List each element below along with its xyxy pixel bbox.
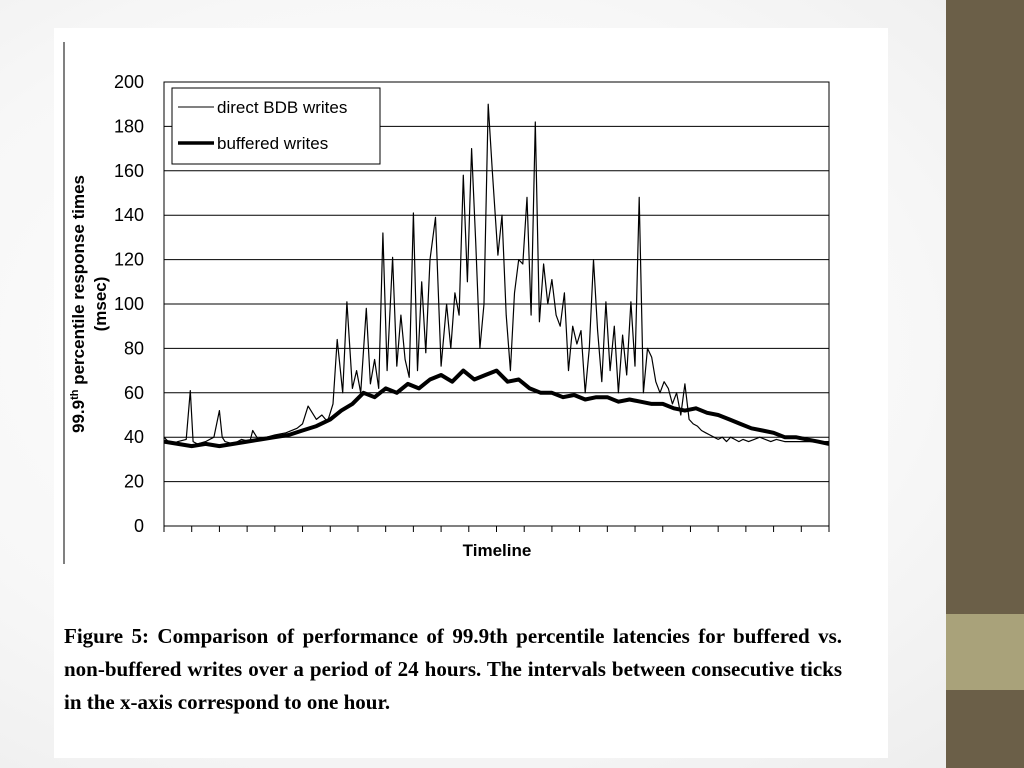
series-line-direct-bdb-writes (163, 103, 829, 445)
legend-box (171, 87, 381, 165)
figure-caption: Figure 5: Comparison of performance of 9… (64, 624, 842, 714)
y-tick-label-60: 60 (124, 383, 144, 403)
y-tick-label-200: 200 (114, 72, 144, 92)
series-lines (163, 103, 830, 449)
legend: direct BDB writes buffered writes (171, 87, 381, 165)
y-axis-title-unit: (msec) (91, 277, 110, 332)
x-axis-title: Timeline (463, 541, 532, 560)
y-tick-label-0: 0 (134, 516, 144, 536)
y-tick-label-100: 100 (114, 294, 144, 314)
y-tick-label-140: 140 (114, 205, 144, 225)
y-tick-label-180: 180 (114, 116, 144, 136)
gridlines (164, 125, 829, 483)
y-tick-label-40: 40 (124, 427, 144, 447)
y-tick-label-120: 120 (114, 250, 144, 270)
legend-label-buffered: buffered writes (217, 134, 328, 153)
y-tick-label-160: 160 (114, 161, 144, 181)
y-tick-label-80: 80 (124, 338, 144, 358)
x-axis-ticks (163, 526, 830, 532)
series-line-buffered-writes (163, 368, 830, 449)
y-axis-title: 99.9th percentile response times (69, 175, 88, 433)
slide-sidebar-accent (946, 614, 1024, 690)
latency-line-chart: 0 20 40 60 80 100 120 140 160 180 200 Timeline 99.… (63, 42, 830, 564)
y-axis-tick-labels: 0 20 40 60 80 100 120 140 160 180 200 (114, 72, 144, 536)
legend-label-direct: direct BDB writes (217, 98, 347, 117)
y-tick-label-20: 20 (124, 472, 144, 492)
